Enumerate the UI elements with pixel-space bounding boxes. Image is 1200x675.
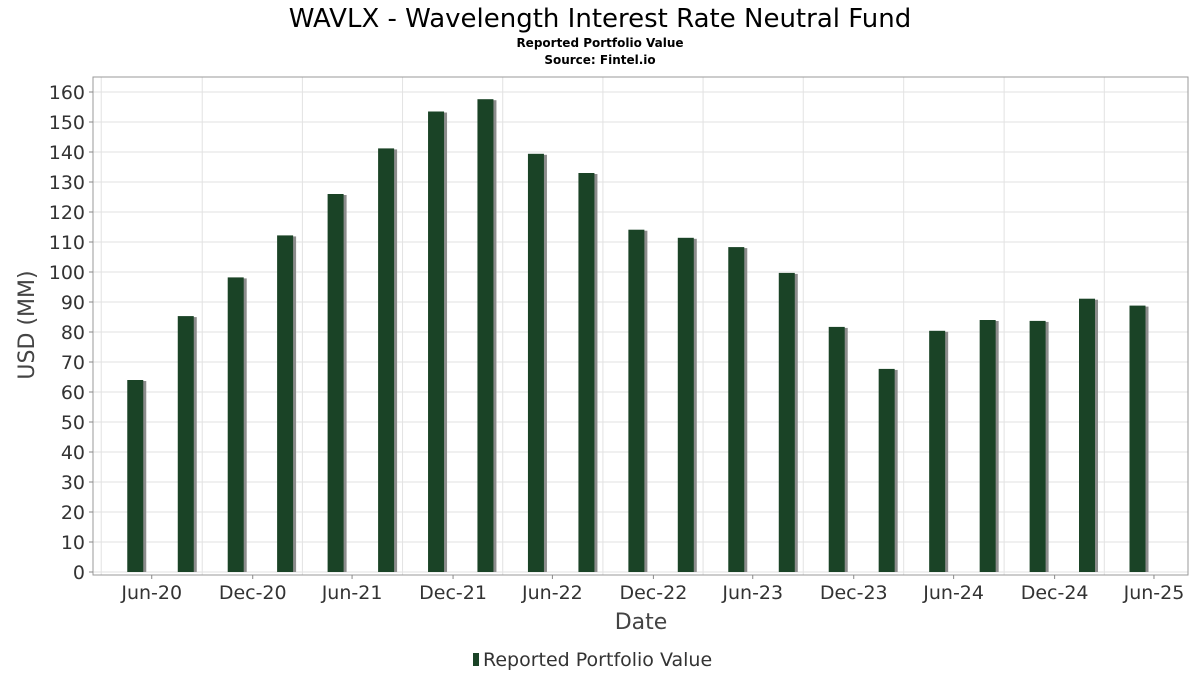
bar xyxy=(177,316,194,572)
y-tick-label: 150 xyxy=(49,112,85,134)
bar xyxy=(578,173,595,572)
x-tick-label: Dec-21 xyxy=(419,582,487,604)
plot-area xyxy=(92,76,1189,576)
y-tick-label: 160 xyxy=(49,82,85,104)
y-tick-label: 90 xyxy=(61,292,85,314)
bar xyxy=(828,326,845,572)
plot-frame xyxy=(92,76,1189,576)
x-tick-label: Jun-20 xyxy=(120,582,182,604)
bar xyxy=(1079,298,1096,572)
y-tick-label: 30 xyxy=(61,472,85,494)
y-tick-label: 50 xyxy=(61,412,85,434)
y-axis-ticks: 0 10 20 30 40 50 60 70 80 90 100 110 120 130 140 150 160 xyxy=(49,82,93,584)
bar xyxy=(929,330,946,572)
x-axis-ticks: Jun-20 Dec-20 Jun-21 Dec-21 Jun-22 Dec-22 Jun-… xyxy=(120,575,1184,604)
x-tick-label: Dec-20 xyxy=(219,582,287,604)
y-tick-label: 0 xyxy=(73,562,85,584)
y-tick-label: 100 xyxy=(49,262,85,284)
bar xyxy=(979,320,996,572)
bar xyxy=(1129,305,1146,572)
chart-title: WAVLX - Wavelength Interest Rate Neutral… xyxy=(289,4,911,34)
x-tick-label: Dec-23 xyxy=(820,582,888,604)
y-tick-label: 130 xyxy=(49,172,85,194)
y-tick-label: 80 xyxy=(61,322,85,344)
x-tick-label: Jun-22 xyxy=(521,582,583,604)
chart-subtitle: Reported Portfolio Value xyxy=(516,36,683,50)
y-tick-label: 20 xyxy=(61,502,85,524)
bar xyxy=(277,235,294,572)
bar xyxy=(677,237,694,573)
bars xyxy=(127,99,1149,573)
x-tick-label: Jun-23 xyxy=(721,582,783,604)
legend-swatch xyxy=(473,653,479,666)
y-tick-label: 10 xyxy=(61,532,85,554)
y-tick-label: 120 xyxy=(49,202,85,224)
y-tick-label: 70 xyxy=(61,352,85,374)
bar xyxy=(1029,320,1046,572)
y-tick-label: 140 xyxy=(49,142,85,164)
bar xyxy=(127,380,144,572)
legend: Reported Portfolio Value xyxy=(473,649,712,671)
bar xyxy=(227,277,244,572)
x-tick-label: Dec-24 xyxy=(1021,582,1089,604)
bar xyxy=(728,247,745,572)
bar xyxy=(628,229,645,572)
bar xyxy=(477,99,494,572)
x-tick-label: Jun-25 xyxy=(1123,582,1185,604)
bar xyxy=(878,368,895,572)
x-axis-label: Date xyxy=(615,610,668,635)
legend-label: Reported Portfolio Value xyxy=(483,649,712,671)
x-tick-label: Jun-21 xyxy=(321,582,383,604)
bar xyxy=(378,148,395,572)
y-tick-label: 60 xyxy=(61,382,85,404)
chart-source: Source: Fintel.io xyxy=(544,53,655,67)
y-tick-label: 110 xyxy=(49,232,85,254)
x-tick-label: Jun-24 xyxy=(922,582,984,604)
bar xyxy=(428,111,445,572)
bar xyxy=(527,153,544,573)
x-tick-label: Dec-22 xyxy=(619,582,687,604)
bar xyxy=(778,272,795,572)
y-axis-label: USD (MM) xyxy=(15,270,40,379)
bar xyxy=(327,194,344,572)
y-tick-label: 40 xyxy=(61,442,85,464)
